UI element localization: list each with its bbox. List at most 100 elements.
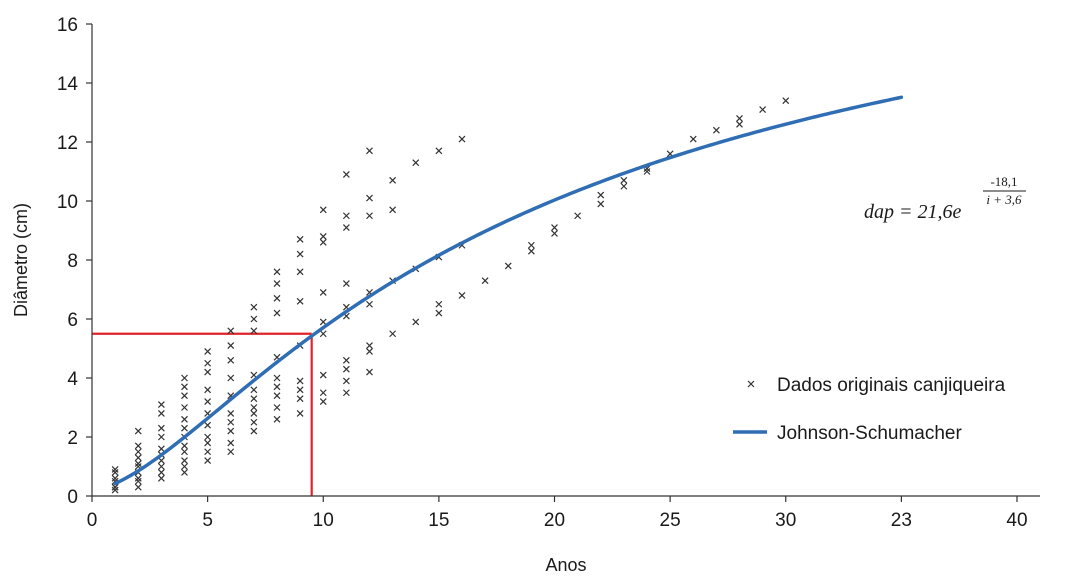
- y-tick-label: 10: [57, 192, 78, 213]
- x-tick-label: 5: [202, 510, 213, 531]
- data-point: [250, 418, 258, 426]
- y-tick-label: 0: [67, 487, 78, 508]
- data-point: [736, 114, 743, 122]
- data-point: [296, 386, 304, 394]
- data-point: [250, 409, 258, 417]
- data-point: [204, 398, 212, 406]
- y-tick-label: 14: [57, 74, 79, 95]
- data-point: [527, 241, 535, 249]
- data-point: [111, 466, 119, 473]
- data-point: [319, 398, 327, 406]
- data-point: [435, 309, 443, 317]
- data-point: [227, 409, 235, 417]
- data-point: [204, 457, 212, 465]
- data-point: [712, 126, 720, 134]
- y-tick-label: 4: [67, 369, 78, 390]
- data-point: [342, 356, 350, 364]
- data-point: [273, 374, 281, 382]
- x-ticks: 0 5 10 15 20 25 30 23 40: [87, 496, 1028, 531]
- data-point: [759, 106, 767, 113]
- x-tick-label: 0: [87, 510, 98, 531]
- data-point: [204, 433, 212, 441]
- data-point: [366, 212, 373, 220]
- data-point: [319, 389, 327, 397]
- data-point: [366, 348, 373, 355]
- y-tick-label: 2: [67, 428, 78, 449]
- data-point: [736, 120, 743, 128]
- data-point: [204, 386, 212, 394]
- legend: Dados originais canjiqueira Johnson-Schu…: [733, 375, 1006, 444]
- data-point: [597, 200, 605, 208]
- x-tick-label: 23: [891, 510, 912, 531]
- data-point: [227, 439, 235, 447]
- data-point: [111, 468, 119, 476]
- data-point: [366, 342, 373, 349]
- equation-exp-numerator: -18,1: [990, 174, 1017, 189]
- data-point: [157, 457, 165, 465]
- data-point: [296, 395, 304, 403]
- data-point: [111, 483, 119, 491]
- data-point: [319, 318, 327, 326]
- data-point: [412, 318, 420, 326]
- data-point: [273, 309, 281, 317]
- data-point: [319, 289, 327, 296]
- data-point: [181, 374, 188, 382]
- equation-annotation: dap = 21,6e -18,1 i + 3,6: [864, 174, 1026, 223]
- data-point: [134, 483, 142, 491]
- data-point: [389, 206, 397, 214]
- data-point: [181, 415, 188, 423]
- data-point: [111, 486, 119, 494]
- y-tick-label: 6: [67, 310, 78, 331]
- data-point: [412, 159, 420, 167]
- x-axis-title: Anos: [545, 555, 586, 575]
- data-point: [181, 468, 188, 476]
- x-tick-label: 10: [313, 510, 334, 531]
- y-axis-title: Diâmetro (cm): [11, 203, 31, 317]
- data-point: [157, 409, 165, 417]
- y-tick-label: 12: [57, 133, 78, 154]
- data-point: [319, 238, 327, 246]
- data-point: [250, 315, 258, 323]
- data-point: [319, 232, 327, 240]
- data-point: [157, 474, 165, 482]
- data-point: [157, 445, 165, 453]
- data-point: [366, 300, 373, 308]
- data-point: [273, 280, 281, 288]
- data-point: [296, 250, 304, 258]
- data-point: [134, 460, 142, 467]
- reference-lines: [92, 332, 313, 496]
- data-point: [181, 463, 188, 470]
- data-point: [250, 327, 258, 335]
- x-tick-label: 30: [775, 510, 796, 531]
- data-point: [204, 348, 212, 355]
- data-point: [551, 224, 558, 231]
- equation-exp-denominator: i + 3,6: [986, 192, 1022, 207]
- data-point: [204, 439, 212, 447]
- data-point: [181, 448, 188, 456]
- data-point: [134, 427, 142, 435]
- data-point: [227, 356, 235, 364]
- data-point: [296, 377, 304, 385]
- data-point: [342, 171, 350, 178]
- data-point: [250, 404, 258, 411]
- data-point: [782, 97, 790, 105]
- data-point: [342, 280, 350, 288]
- data-point: [250, 395, 258, 403]
- data-point: [250, 386, 258, 394]
- data-point: [296, 268, 304, 276]
- data-point: [273, 392, 281, 400]
- data-point: [366, 194, 373, 202]
- data-point: [134, 442, 142, 450]
- data-point: [181, 383, 188, 391]
- y-tick-label: 16: [57, 15, 78, 36]
- data-point: [620, 176, 628, 184]
- data-point: [597, 191, 605, 199]
- data-point: [273, 404, 281, 411]
- data-point: [204, 359, 212, 367]
- data-point: [204, 421, 212, 429]
- data-point: [481, 277, 489, 285]
- data-point: [389, 330, 397, 338]
- data-point: [134, 474, 142, 482]
- data-point: [273, 294, 281, 302]
- data-point: [157, 468, 165, 476]
